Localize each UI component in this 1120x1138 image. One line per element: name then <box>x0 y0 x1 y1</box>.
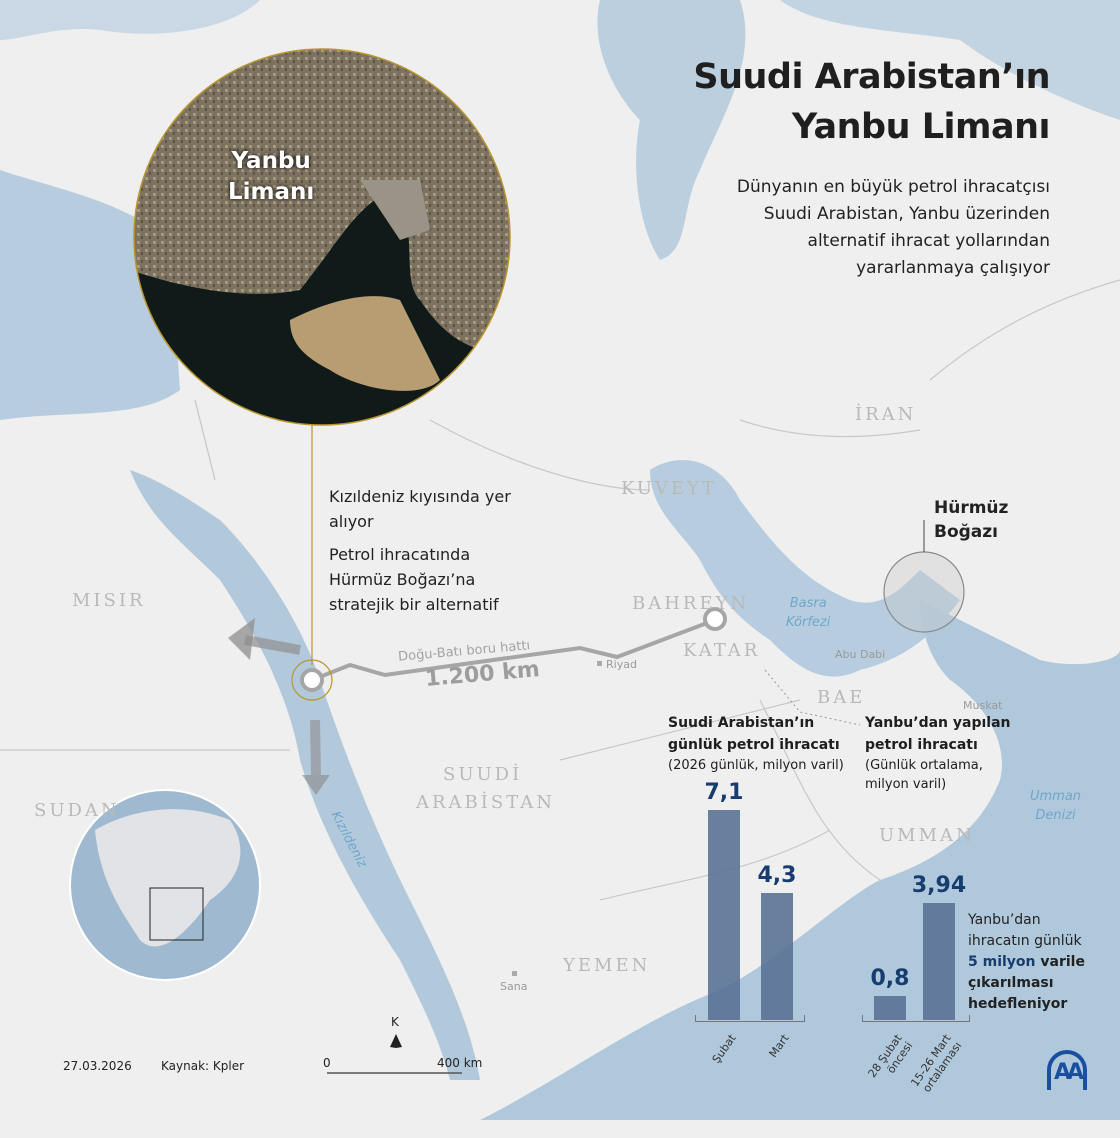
chart1-header: Suudi Arabistan’ın günlük petrol ihracat… <box>668 712 848 775</box>
city-label-muskat: Muskat <box>963 699 1003 712</box>
city-label-riyad: Riyad <box>606 658 637 671</box>
note-line: Yanbu’dan <box>968 912 1041 928</box>
chart2-bar <box>923 903 955 1020</box>
title-line: Suudi Arabistan’ın <box>693 57 1050 97</box>
country-label-arabistan: ARABİSTAN <box>416 792 555 813</box>
target-note: Yanbu’dan ihracatın günlük 5 milyon vari… <box>968 910 1085 1015</box>
country-label-iran: İRAN <box>855 404 917 425</box>
chart2-value-label: 3,94 <box>911 873 967 899</box>
chart2-value-label: 0,8 <box>870 966 910 992</box>
north-arrow-shape <box>244 635 301 655</box>
arabian-sea <box>480 600 1120 1120</box>
country-label-yemen: YEMEN <box>563 955 651 976</box>
inset-label-line: Yanbu <box>231 148 311 174</box>
city-label-abu-dabi: Abu Dabi <box>835 648 886 661</box>
aa-logo: AA <box>1047 1050 1087 1090</box>
city-label-sana: Sana <box>500 980 528 993</box>
source-label: Kaynak: Kpler <box>161 1059 245 1073</box>
scale-end: 400 km <box>437 1056 483 1070</box>
country-label-sudan: SUDAN <box>34 800 120 821</box>
sea-label-basra: Basra Körfezi <box>786 594 830 632</box>
locator-box <box>149 887 204 941</box>
note-line: çıkarılması <box>968 975 1054 991</box>
arrow-south-head <box>302 775 330 795</box>
note-line: hedefleniyor <box>968 996 1068 1012</box>
country-label-suudi: SUUDİ <box>443 764 523 785</box>
pipeline-end-marker <box>703 607 727 631</box>
country-label-bahreyn: BAHREYN <box>632 593 750 614</box>
page-title: Suudi Arabistan’ın Yanbu Limanı <box>693 52 1050 152</box>
aral-sea <box>780 0 1120 120</box>
north-label: K <box>391 1015 399 1029</box>
country-label-katar: KATAR <box>683 640 761 661</box>
chart1-value-label: 4,3 <box>757 862 797 888</box>
info-point-1: Kızıldeniz kıyısında yer alıyor <box>329 487 511 531</box>
country-label-misir: MISIR <box>72 590 146 611</box>
note-highlight: 5 milyon <box>968 954 1036 970</box>
sea-label-line: Umman <box>1030 789 1082 804</box>
country-label-umman: UMMAN <box>879 825 975 846</box>
hormuz-label-line: Boğazı <box>934 522 998 542</box>
arrow-north-head <box>228 618 255 660</box>
inset-label: Yanbu Limanı <box>228 146 314 208</box>
subtitle-line: alternatif ihracat yollarından <box>807 231 1050 251</box>
country-label-kuveyt: KUVEYT <box>621 478 718 499</box>
subtitle-line: Suudi Arabistan, Yanbu üzerinden <box>763 204 1050 224</box>
aa-logo-text: AA <box>1054 1060 1084 1085</box>
country-label-bae: BAE <box>817 687 866 708</box>
yanbu-marker-ring <box>291 659 333 701</box>
sea-label-umman: Umman Denizi <box>1030 787 1081 825</box>
sea-label-line: Basra <box>789 596 827 611</box>
pipeline-line <box>311 618 716 682</box>
scale-start: 0 <box>323 1056 331 1070</box>
satellite-inset <box>134 49 510 425</box>
sea-label-line: Körfezi <box>786 615 831 630</box>
chart1-axis <box>695 1015 805 1022</box>
chart1-title: Suudi Arabistan’ın günlük petrol ihracat… <box>668 715 840 753</box>
note-line: ihracatın günlük <box>968 933 1082 949</box>
chart2-axis <box>862 1015 970 1022</box>
persian-gulf <box>650 460 960 677</box>
sea-label-line: Denizi <box>1035 808 1076 823</box>
north-arrow-icon <box>390 1034 402 1048</box>
hormuz-circle <box>883 551 965 633</box>
riyad-marker <box>597 661 602 666</box>
black-sea <box>0 0 260 40</box>
sana-marker <box>512 971 517 976</box>
subtitle: Dünyanın en büyük petrol ihracatçısı Suu… <box>737 174 1050 282</box>
hormuz-label: Hürmüz Boğazı <box>934 496 1008 544</box>
subtitle-line: Dünyanın en büyük petrol ihracatçısı <box>736 177 1050 197</box>
title-line: Yanbu Limanı <box>791 107 1051 147</box>
note-line: varile <box>1035 954 1085 970</box>
inset-label-line: Limanı <box>228 179 315 205</box>
chart2-subtitle: (Günlük ortalama, milyon varil) <box>865 758 983 792</box>
chart1-bar <box>761 892 793 1020</box>
chart2-header: Yanbu’dan yapılan petrol ihracatı (Günlü… <box>865 712 1025 794</box>
chart1-bar <box>708 810 740 1020</box>
chart1-subtitle: (2026 günlük, milyon varil) <box>668 758 844 773</box>
chart2-title: Yanbu’dan yapılan petrol ihracatı <box>865 715 1011 753</box>
info-point-2: Petrol ihracatında Hürmüz Boğazı’na stra… <box>329 545 499 614</box>
caspian-sea <box>597 0 746 260</box>
arrow-south-shaft <box>310 719 321 776</box>
subtitle-line: yararlanmaya çalışıyor <box>856 258 1050 278</box>
date-label: 27.03.2026 <box>63 1059 132 1073</box>
chart2-bar <box>874 996 906 1020</box>
chart1-value-label: 7,1 <box>704 780 744 805</box>
hormuz-label-line: Hürmüz <box>934 498 1009 518</box>
yanbu-marker <box>300 668 324 692</box>
